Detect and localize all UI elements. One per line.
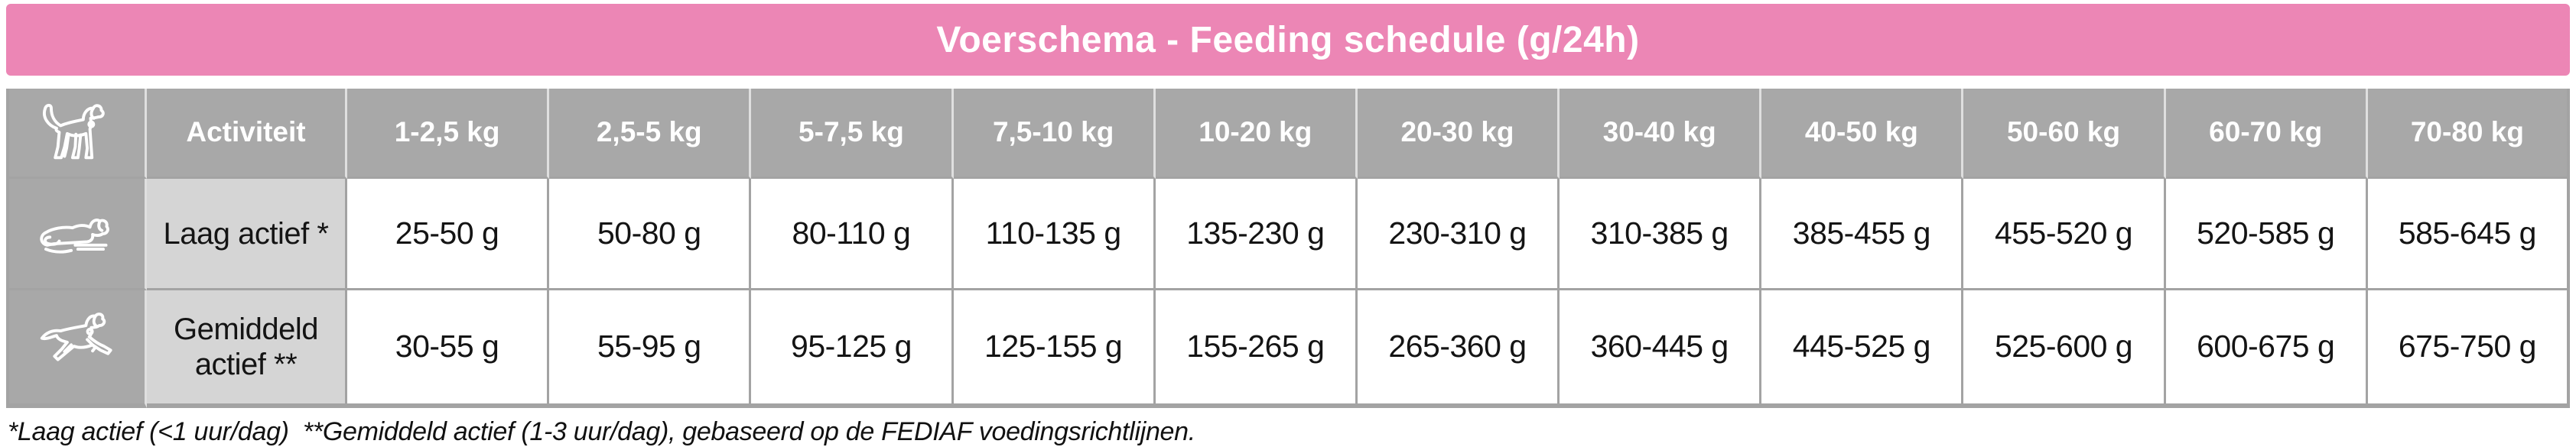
value-cell: 385-455 g xyxy=(1761,179,1964,290)
value-cell: 50-80 g xyxy=(549,179,752,290)
value-cell: 310-385 g xyxy=(1560,179,1762,290)
value-cell: 25-50 g xyxy=(347,179,550,290)
value-label: 55-95 g xyxy=(597,329,701,364)
weight-header-label: 7,5-10 kg xyxy=(992,116,1114,148)
value-label: 360-445 g xyxy=(1590,329,1729,364)
weight-header-cell: 50-60 kg xyxy=(1963,89,2166,179)
footnote: *Laag actief (<1 uur/dag) **Gemiddeld ac… xyxy=(8,417,1195,446)
running-dog-icon xyxy=(40,313,112,361)
value-cell: 155-265 g xyxy=(1155,290,1358,408)
weight-header-label: 30-40 kg xyxy=(1602,116,1716,148)
weight-header-cell: 40-50 kg xyxy=(1761,89,1964,179)
activity-header-label: Activiteit xyxy=(186,116,306,148)
value-label: 80-110 g xyxy=(792,215,911,251)
value-label: 95-125 g xyxy=(791,329,912,364)
value-label: 310-385 g xyxy=(1590,215,1729,251)
value-label: 50-80 g xyxy=(597,215,701,251)
weight-header-label: 1-2,5 kg xyxy=(394,116,500,148)
weight-header-cell: 5-7,5 kg xyxy=(751,89,954,179)
weight-header-label: 20-30 kg xyxy=(1400,116,1514,148)
value-label: 125-155 g xyxy=(984,329,1123,364)
value-label: 110-135 g xyxy=(985,215,1122,251)
feeding-table: Activiteit 1-2,5 kg 2,5-5 kg 5-7,5 kg 7,… xyxy=(6,89,2570,408)
dog-icon-cell xyxy=(6,290,147,408)
value-cell: 265-360 g xyxy=(1357,290,1560,408)
value-label: 520-585 g xyxy=(2197,215,2335,251)
value-cell: 675-750 g xyxy=(2367,290,2570,408)
standing-dog-icon xyxy=(42,103,105,159)
value-cell: 125-155 g xyxy=(953,290,1156,408)
value-cell: 95-125 g xyxy=(751,290,954,408)
value-label: 525-600 g xyxy=(1994,329,2133,364)
value-label: 25-50 g xyxy=(395,215,499,251)
weight-header-cell: 1-2,5 kg xyxy=(347,89,550,179)
value-label: 585-645 g xyxy=(2398,215,2537,251)
weight-header-label: 40-50 kg xyxy=(1804,116,1918,148)
weight-header-cell: 20-30 kg xyxy=(1357,89,1560,179)
value-cell: 55-95 g xyxy=(549,290,752,408)
corner-dog-cell xyxy=(6,89,147,179)
value-label: 155-265 g xyxy=(1186,329,1325,364)
value-label: 135-230 g xyxy=(1186,215,1325,251)
value-label: 600-675 g xyxy=(2197,329,2335,364)
weight-header-cell: 7,5-10 kg xyxy=(953,89,1156,179)
value-cell: 230-310 g xyxy=(1357,179,1560,290)
activity-label: Laag actief * xyxy=(163,216,329,251)
feeding-schedule-page: Voerschema - Feeding schedule (g/24h) Ac… xyxy=(0,4,2576,447)
value-cell: 585-645 g xyxy=(2367,179,2570,290)
weight-header-label: 70-80 kg xyxy=(2410,116,2524,148)
weight-header-label: 2,5-5 kg xyxy=(596,116,702,148)
value-label: 675-750 g xyxy=(2398,329,2537,364)
weight-header-cell: 70-80 kg xyxy=(2367,89,2570,179)
value-label: 265-360 g xyxy=(1388,329,1527,364)
value-cell: 30-55 g xyxy=(347,290,550,408)
dog-icon-cell xyxy=(6,179,147,290)
value-cell: 445-525 g xyxy=(1761,290,1964,408)
activity-label: Gemiddeld actief ** xyxy=(174,313,318,381)
title-bar: Voerschema - Feeding schedule (g/24h) xyxy=(6,4,2570,76)
value-cell: 520-585 g xyxy=(2165,179,2368,290)
weight-header-cell: 10-20 kg xyxy=(1155,89,1358,179)
activity-header-cell: Activiteit xyxy=(147,89,347,179)
weight-header-label: 10-20 kg xyxy=(1199,116,1312,148)
weight-header-cell: 2,5-5 kg xyxy=(549,89,752,179)
value-label: 445-525 g xyxy=(1792,329,1931,364)
lying-dog-icon xyxy=(39,218,109,254)
value-label: 30-55 g xyxy=(395,329,499,364)
value-label: 385-455 g xyxy=(1792,215,1931,251)
value-cell: 525-600 g xyxy=(1963,290,2166,408)
value-cell: 110-135 g xyxy=(953,179,1156,290)
weight-header-label: 50-60 kg xyxy=(2006,116,2121,148)
value-cell: 135-230 g xyxy=(1155,179,1358,290)
value-cell: 600-675 g xyxy=(2165,290,2368,408)
page-title: Voerschema - Feeding schedule (g/24h) xyxy=(936,19,1640,60)
value-cell: 80-110 g xyxy=(751,179,954,290)
weight-header-cell: 60-70 kg xyxy=(2165,89,2368,179)
weight-header-label: 60-70 kg xyxy=(2209,116,2323,148)
weight-header-cell: 30-40 kg xyxy=(1560,89,1762,179)
activity-label-cell: Gemiddeld actief ** xyxy=(147,290,347,408)
value-cell: 360-445 g xyxy=(1560,290,1762,408)
weight-header-label: 5-7,5 kg xyxy=(798,116,904,148)
value-label: 230-310 g xyxy=(1388,215,1527,251)
value-cell: 455-520 g xyxy=(1963,179,2166,290)
activity-label-cell: Laag actief * xyxy=(147,179,347,290)
value-label: 455-520 g xyxy=(1994,215,2133,251)
